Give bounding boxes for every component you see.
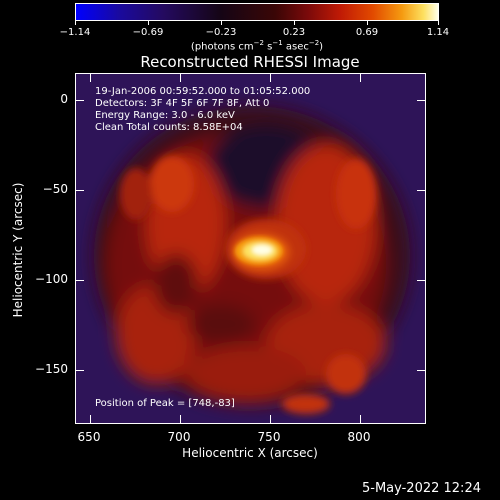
plot-title: Reconstructed RHESSI Image [140, 53, 360, 71]
x-major-tick [270, 415, 271, 423]
plot-area: 19-Jan-2006 00:59:52.000 to 01:05:52.000… [75, 73, 426, 424]
y-tick-label: 0 [60, 92, 68, 106]
colorbar-tick-label: 0.23 [282, 27, 306, 38]
y-major-tick [417, 370, 425, 371]
colorbar-units: (photons cm−2 s−1 asec−2) [190, 39, 324, 53]
y-tick-label: −100 [35, 272, 68, 286]
colorbar-tick-label: 0.69 [355, 27, 379, 38]
y-major-tick [76, 190, 84, 191]
colorbar-tick-label: −1.14 [59, 27, 91, 38]
x-tick-label: 700 [167, 430, 191, 444]
x-axis-label: Heliocentric X (arcsec) [182, 446, 318, 460]
colorbar [75, 3, 439, 21]
colorbar-tick [75, 21, 76, 25]
info-detectors: Detectors: 3F 4F 5F 6F 7F 8F, Att 0 [95, 98, 270, 109]
colorbar-tick-label: −0.69 [132, 27, 164, 38]
colorbar-tick-label: 1.14 [426, 27, 450, 38]
y-tick-label: −50 [42, 182, 68, 196]
colorbar-tick [221, 21, 222, 25]
colorbar-tick [367, 21, 368, 25]
y-major-tick [417, 280, 425, 281]
colorbar-tick [438, 21, 439, 25]
info-energy-range: Energy Range: 3.0 - 6.0 keV [95, 110, 235, 121]
x-tick-label: 650 [77, 430, 101, 444]
x-tick-label: 800 [347, 430, 371, 444]
y-major-tick [76, 370, 84, 371]
info-time-range: 19-Jan-2006 00:59:52.000 to 01:05:52.000 [95, 86, 311, 97]
y-major-tick [417, 100, 425, 101]
plot-timestamp: 5-May-2022 12:24 [362, 481, 481, 496]
x-tick-label: 750 [257, 430, 281, 444]
y-major-tick [76, 280, 84, 281]
rhessi-image [76, 74, 425, 423]
x-major-tick [180, 415, 181, 423]
x-major-tick [360, 74, 361, 82]
peak-position-text: Position of Peak = [748,-83] [95, 398, 235, 409]
y-tick-label: −150 [35, 362, 68, 376]
colorbar-tick [294, 21, 295, 25]
x-major-tick [90, 415, 91, 423]
y-major-tick [76, 100, 84, 101]
x-major-tick [90, 74, 91, 82]
x-major-tick [270, 74, 271, 82]
y-axis-label: Heliocentric Y (arcsec) [11, 182, 25, 318]
colorbar-tick-label: −0.23 [205, 27, 237, 38]
y-major-tick [417, 190, 425, 191]
info-clean-counts: Clean Total counts: 8.58E+04 [95, 122, 243, 133]
x-major-tick [180, 74, 181, 82]
colorbar-tick [148, 21, 149, 25]
x-major-tick [360, 415, 361, 423]
